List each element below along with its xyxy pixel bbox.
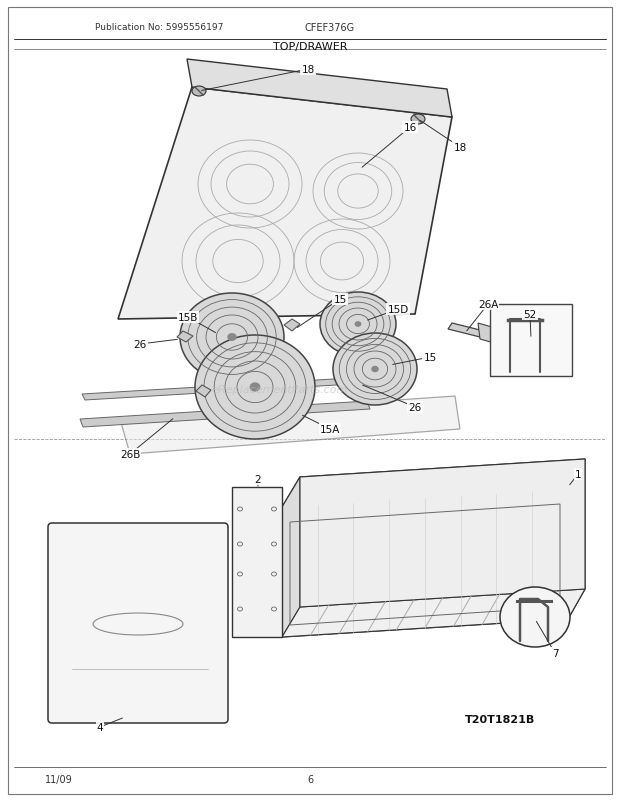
Ellipse shape — [411, 115, 425, 125]
Polygon shape — [187, 60, 452, 118]
Text: 18: 18 — [453, 143, 467, 153]
Polygon shape — [282, 477, 300, 638]
FancyBboxPatch shape — [48, 524, 228, 723]
Text: 16: 16 — [404, 123, 417, 133]
Text: 15D: 15D — [388, 305, 409, 314]
Text: T20T1821B: T20T1821B — [465, 714, 535, 724]
Ellipse shape — [192, 87, 206, 97]
Ellipse shape — [355, 322, 361, 327]
Text: 15: 15 — [334, 294, 347, 305]
Text: eReplacementParts.com: eReplacementParts.com — [212, 384, 348, 395]
Ellipse shape — [371, 367, 379, 373]
Text: 1: 1 — [575, 469, 582, 480]
Text: 15A: 15A — [320, 424, 340, 435]
Text: 2: 2 — [255, 475, 261, 484]
Text: CFEF376G: CFEF376G — [305, 23, 355, 33]
Text: 15: 15 — [423, 353, 436, 363]
Text: 15B: 15B — [178, 313, 198, 322]
Text: 26B: 26B — [120, 449, 140, 460]
Text: 26: 26 — [133, 339, 146, 350]
Polygon shape — [82, 378, 370, 400]
Polygon shape — [282, 589, 585, 638]
Text: 7: 7 — [552, 648, 559, 658]
Ellipse shape — [195, 335, 315, 439]
Ellipse shape — [180, 294, 284, 382]
Polygon shape — [448, 323, 484, 338]
Polygon shape — [232, 488, 282, 638]
Bar — [490, 305, 572, 376]
Text: Publication No: 5995556197: Publication No: 5995556197 — [95, 23, 223, 32]
Polygon shape — [478, 323, 494, 343]
Text: 26A: 26A — [478, 300, 498, 310]
Text: TOP/DRAWER: TOP/DRAWER — [273, 42, 347, 52]
Text: 4: 4 — [97, 722, 104, 732]
Polygon shape — [118, 88, 452, 320]
Text: 6: 6 — [307, 774, 313, 784]
Polygon shape — [284, 320, 300, 331]
Polygon shape — [282, 460, 585, 508]
Text: 26: 26 — [409, 403, 422, 412]
Text: 11/09: 11/09 — [45, 774, 73, 784]
Polygon shape — [282, 489, 568, 638]
Ellipse shape — [228, 334, 237, 342]
Text: 18: 18 — [301, 65, 314, 75]
Ellipse shape — [250, 383, 260, 392]
Ellipse shape — [320, 293, 396, 357]
Polygon shape — [300, 460, 585, 607]
Polygon shape — [196, 386, 211, 398]
Text: 52: 52 — [523, 310, 537, 320]
Polygon shape — [80, 402, 370, 427]
Ellipse shape — [333, 334, 417, 406]
Ellipse shape — [500, 587, 570, 647]
Polygon shape — [120, 396, 460, 455]
Polygon shape — [177, 331, 193, 342]
Polygon shape — [568, 460, 585, 619]
